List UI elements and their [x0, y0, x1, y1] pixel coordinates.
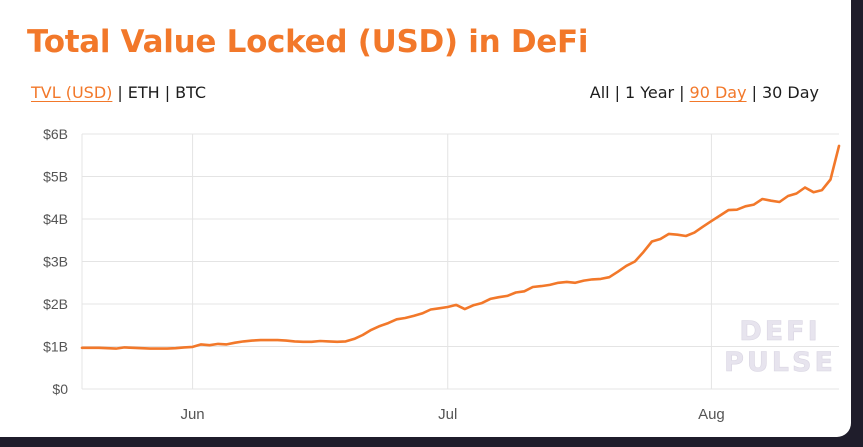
watermark-logo-text: DEFI — [739, 316, 820, 347]
range-option-all[interactable]: All — [589, 83, 610, 102]
range-option-30-day[interactable]: 30 Day — [761, 83, 819, 102]
separator: | — [614, 83, 620, 102]
separator: | — [164, 83, 171, 102]
page-title: Total Value Locked (USD) in DeFi — [27, 24, 589, 60]
separator: | — [751, 83, 757, 102]
y-tick-label: $5B — [43, 169, 68, 185]
metric-selector: TVL (USD) | ETH | BTC — [31, 83, 206, 102]
x-tick-label: Jun — [180, 406, 204, 423]
tvl-chart-card: Total Value Locked (USD) in DeFi TVL (US… — [0, 0, 851, 437]
x-tick-label: Jul — [438, 406, 457, 423]
x-tick-label: Aug — [698, 406, 725, 423]
range-option-90-day[interactable]: 90 Day — [689, 83, 747, 102]
range-option-1-year[interactable]: 1 Year — [624, 83, 675, 102]
metric-option-tvl-usd[interactable]: TVL (USD) — [31, 83, 113, 102]
y-tick-label: $6B — [43, 126, 68, 142]
range-selector: All | 1 Year | 90 Day | 30 Day — [590, 83, 819, 102]
y-tick-label: $2B — [43, 296, 68, 312]
separator: | — [679, 83, 685, 102]
y-tick-label: $4B — [43, 211, 68, 227]
tvl-series-line — [80, 144, 841, 350]
separator: | — [117, 83, 123, 102]
metric-option-eth[interactable]: ETH — [127, 83, 160, 102]
y-tick-label: $3B — [43, 254, 68, 270]
y-tick-label: $1B — [43, 339, 68, 355]
metric-option-btc[interactable]: BTC — [175, 83, 207, 102]
y-tick-label: $0 — [52, 381, 68, 397]
watermark-logo-text: PULSE — [724, 347, 836, 378]
